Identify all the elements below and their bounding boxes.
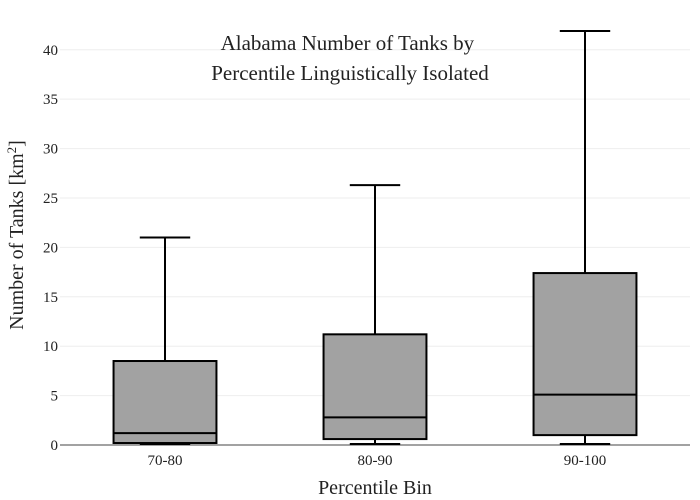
chart-title: Alabama Number of Tanks by Percentile Li… [211, 31, 489, 85]
x-tick-label-90-100: 90-100 [564, 453, 607, 469]
y-tick-label-0: 0 [51, 438, 59, 454]
y-tick-label-30: 30 [43, 142, 58, 158]
y-tick-label-15: 15 [43, 290, 58, 306]
box-70-80 [112, 236, 218, 446]
iqr-box [322, 333, 428, 441]
y-axis-title-main: Number of Tanks [km [6, 153, 28, 330]
y-tick-label-40: 40 [43, 43, 58, 59]
x-tick-label-70-80: 70-80 [148, 453, 183, 469]
y-tick-label-20: 20 [43, 240, 58, 256]
x-axis-title: Percentile Bin [318, 477, 432, 499]
iqr-box [532, 272, 638, 437]
chart-title-line-1: Alabama Number of Tanks by [221, 31, 475, 55]
y-axis-title: Number of Tanks [km2] [4, 140, 28, 330]
x-axis-ticks: 70-80 80-90 90-100 [148, 453, 607, 469]
box-90-100 [532, 29, 638, 446]
y-axis-title-superscript: 2 [4, 147, 19, 154]
boxes [112, 29, 638, 446]
y-tick-label-5: 5 [51, 389, 59, 405]
iqr-box [112, 360, 218, 445]
box-80-90 [322, 184, 428, 446]
y-tick-label-35: 35 [43, 92, 58, 108]
y-axis-title-close: ] [6, 140, 28, 147]
chart-title-line-2: Percentile Linguistically Isolated [211, 61, 489, 85]
x-tick-label-80-90: 80-90 [358, 453, 393, 469]
y-tick-label-10: 10 [43, 339, 58, 355]
y-axis-ticks: 0 5 10 15 20 25 30 35 40 [43, 43, 58, 454]
y-tick-label-25: 25 [43, 191, 58, 207]
